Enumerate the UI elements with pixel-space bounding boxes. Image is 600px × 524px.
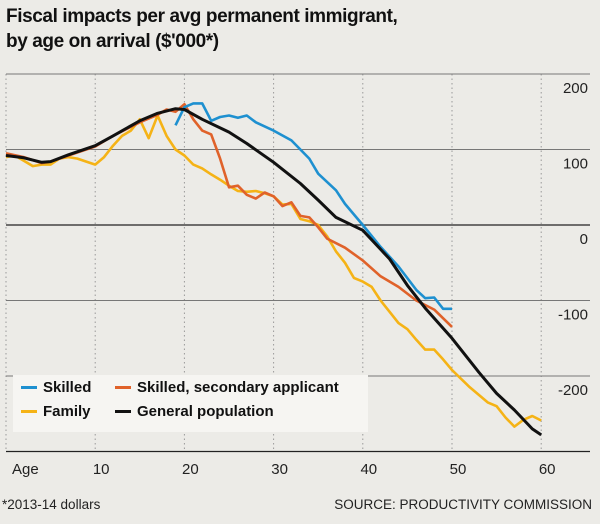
legend-label: Family [43, 403, 91, 420]
title-line-2: by age on arrival ($'000*) [6, 31, 219, 52]
legend-swatch [115, 386, 131, 389]
y-tick-label: -200 [558, 382, 588, 399]
y-tick-label: 100 [563, 156, 588, 173]
legend-item-secondary: Skilled, secondary applicant [115, 379, 339, 396]
legend-label: General population [137, 403, 274, 420]
legend-item-general: General population [115, 403, 274, 420]
legend: Skilled Skilled, secondary applicant Fam… [13, 375, 368, 432]
footnote: *2013-14 dollars [2, 497, 101, 512]
x-tick-label: 40 [360, 461, 377, 478]
x-tick-label: 60 [539, 461, 556, 478]
legend-label: Skilled, secondary applicant [137, 379, 339, 396]
y-tick-label: 0 [580, 231, 588, 248]
x-tick-label: 20 [182, 461, 199, 478]
legend-swatch [21, 410, 37, 413]
x-axis-label: Age [12, 461, 39, 478]
source-note: SOURCE: PRODUCTIVITY COMMISSION [334, 497, 592, 512]
y-tick-label: -100 [558, 307, 588, 324]
legend-swatch [21, 386, 37, 389]
legend-item-family: Family [21, 403, 91, 420]
series-line-skilled-secondary-applicant [5, 102, 453, 328]
legend-swatch [115, 410, 131, 413]
y-tick-label: 200 [563, 80, 588, 97]
series-line-skilled [174, 102, 452, 311]
title-line-1: Fiscal impacts per avg permanent immigra… [6, 6, 398, 27]
x-tick-label: 30 [271, 461, 288, 478]
legend-label: Skilled [43, 379, 92, 396]
chart-title: Fiscal impacts per avg permanent immigra… [6, 4, 398, 54]
legend-item-skilled: Skilled [21, 379, 91, 396]
x-tick-label: 50 [450, 461, 467, 478]
x-tick-label: 10 [93, 461, 110, 478]
series-line-general-population [5, 107, 543, 437]
